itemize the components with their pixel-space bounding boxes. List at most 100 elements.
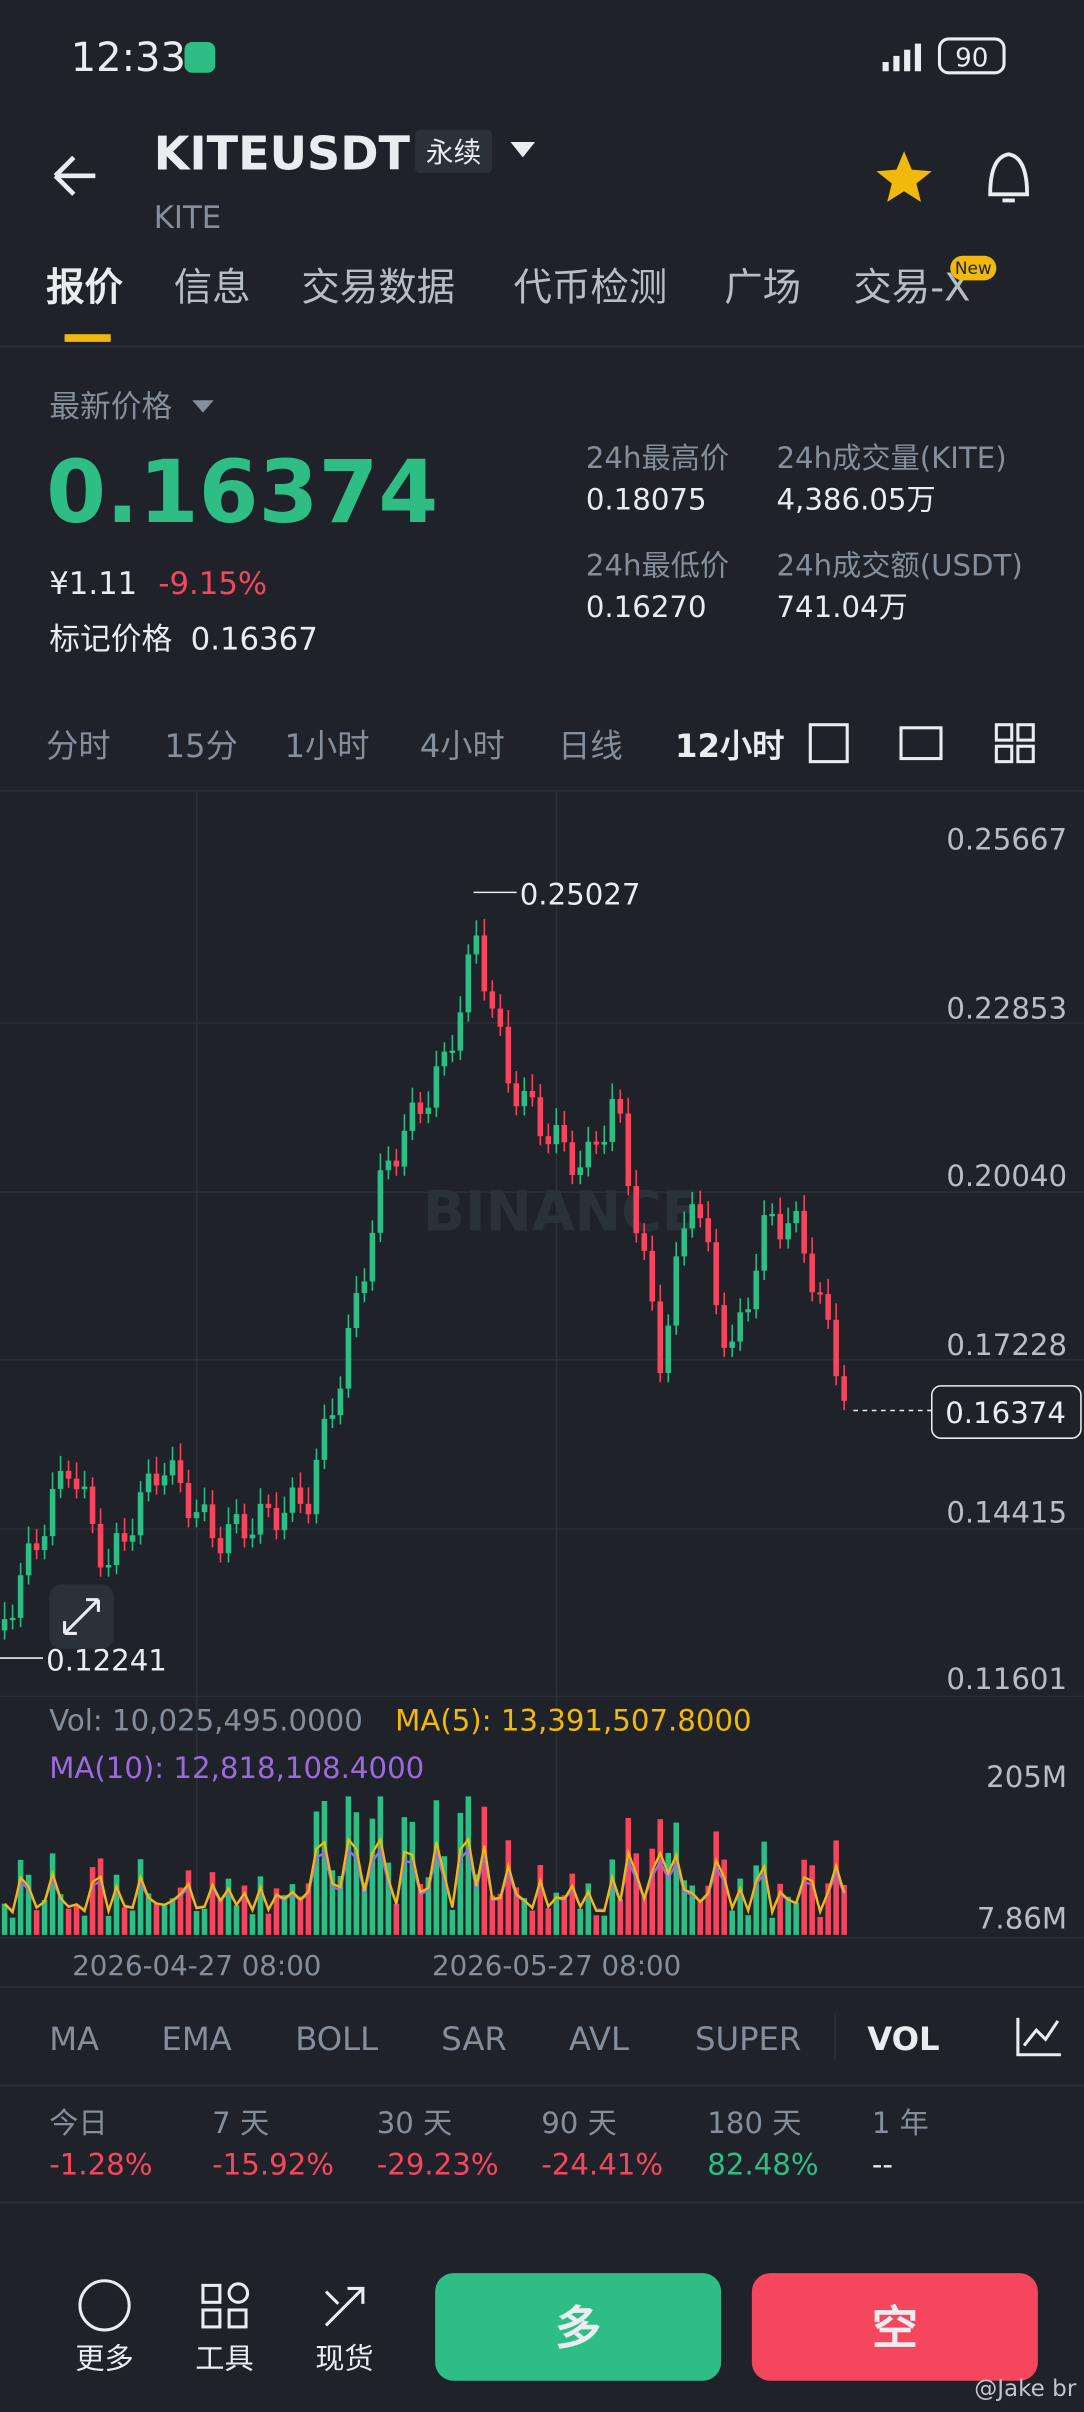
indicator-tab[interactable]: VOL [867, 2020, 939, 2058]
short-label[interactable]: 空 [872, 2301, 918, 2355]
tab[interactable]: 交易-X [853, 265, 970, 310]
indicator-tab[interactable]: BOLL [295, 2020, 378, 2058]
candle-body [505, 1026, 512, 1084]
volume-bar [625, 1817, 632, 1935]
volume-bar [1, 1903, 8, 1935]
symbol-dropdown[interactable] [510, 141, 536, 158]
candle-body [601, 1141, 608, 1145]
volume-bar [297, 1896, 304, 1935]
volume-bar [481, 1806, 488, 1935]
period-change: 82.48% [707, 2148, 818, 2182]
period-label: 90 天 [541, 2106, 617, 2140]
spot-label[interactable]: 现货 [315, 2341, 373, 2375]
candle-body [73, 1478, 80, 1490]
volume-bar [577, 1908, 584, 1935]
volume-bar [641, 1894, 648, 1935]
indicator-settings[interactable] [1016, 2017, 1061, 2057]
vol-axis-label: 205M [986, 1760, 1067, 1794]
interval[interactable]: 1小时 [284, 727, 369, 765]
price-label-dropdown[interactable] [192, 400, 214, 413]
interval[interactable]: 分时 [46, 727, 111, 765]
date-label: 2026-04-27 08:00 [72, 1949, 321, 1982]
alert-bell[interactable] [988, 152, 1030, 203]
tools-label[interactable]: 工具 [195, 2341, 253, 2375]
indicator-tab[interactable]: SUPER [695, 2020, 801, 2058]
candle-body [417, 1102, 424, 1114]
back-button[interactable] [53, 155, 96, 196]
short-button[interactable] [751, 2273, 1038, 2381]
volume-bar [289, 1884, 296, 1935]
volume-bar [793, 1902, 799, 1935]
candle-body [465, 954, 472, 1013]
tools-icon[interactable] [201, 2282, 250, 2329]
candle-body [481, 935, 488, 992]
volume-bar [345, 1796, 352, 1935]
tab[interactable]: 交易数据 [301, 265, 455, 310]
interval[interactable]: 15分 [165, 727, 238, 765]
candle-body [33, 1543, 40, 1551]
volume-bar [153, 1903, 160, 1935]
volume-bar [441, 1856, 448, 1935]
chart-tools[interactable] [808, 723, 1035, 764]
indicator-tab[interactable]: AVL [569, 2020, 629, 2058]
volume-bar [609, 1859, 616, 1935]
candle-body [641, 1233, 648, 1251]
spot-icon[interactable] [324, 2286, 365, 2327]
period-change: -29.23% [377, 2148, 499, 2182]
indicator-settings-bg [999, 1999, 1084, 2077]
more-icon[interactable] [78, 2279, 131, 2332]
candle-body [273, 1507, 280, 1531]
volume-bar [257, 1876, 264, 1935]
volume-bar [105, 1915, 112, 1935]
fullscreen-icon [63, 1598, 100, 1635]
volume-bar [193, 1911, 200, 1935]
candle-body [545, 1136, 552, 1145]
long-label[interactable]: 多 [555, 2301, 601, 2355]
candle-body [473, 935, 480, 955]
volume-bar [753, 1865, 759, 1935]
volume-bar [41, 1899, 48, 1935]
tab[interactable]: 报价 [46, 265, 123, 310]
long-button[interactable] [435, 2273, 722, 2381]
candle-body [225, 1524, 232, 1554]
tab[interactable]: 信息 [174, 265, 251, 310]
tab[interactable]: 广场 [724, 265, 801, 310]
interval[interactable]: 12小时 [675, 727, 784, 765]
interval[interactable]: 4小时 [420, 727, 505, 765]
symbol: KITEUSDT [154, 127, 411, 181]
candle-body [785, 1223, 791, 1240]
candle-body [817, 1292, 823, 1295]
volume-bar [561, 1895, 568, 1935]
candle-body [801, 1210, 807, 1254]
battery [937, 37, 1006, 75]
candle-body [89, 1486, 96, 1524]
volume-bar [265, 1913, 272, 1935]
volume-bar [177, 1887, 184, 1935]
volume-bar [529, 1910, 536, 1935]
candle-body [841, 1376, 847, 1401]
indicator-tab[interactable]: SAR [441, 2020, 507, 2058]
candle-body [257, 1503, 264, 1535]
contract: 永续 [426, 136, 481, 169]
volume-bar [17, 1859, 24, 1935]
candle-body [153, 1473, 160, 1486]
interval[interactable]: 日线 [558, 727, 623, 765]
candle-body [217, 1538, 224, 1554]
indicator-tab[interactable]: MA [49, 2020, 99, 2058]
candle-body [201, 1504, 208, 1513]
favorite-star[interactable] [876, 151, 932, 202]
contract-badge [415, 129, 493, 173]
more-label[interactable]: 更多 [75, 2341, 133, 2375]
candle-body [529, 1090, 536, 1098]
volume-bar [721, 1859, 727, 1935]
candle-body [1, 1619, 8, 1631]
candle-body [833, 1319, 839, 1377]
candle-body [329, 1415, 336, 1419]
period-change: -- [872, 2148, 893, 2182]
tab[interactable]: 代币检测 [514, 265, 668, 310]
candle-body [193, 1512, 200, 1519]
ma5-line [3, 1836, 846, 1917]
candle-body [169, 1460, 176, 1476]
indicator-tab[interactable]: EMA [161, 2020, 231, 2058]
